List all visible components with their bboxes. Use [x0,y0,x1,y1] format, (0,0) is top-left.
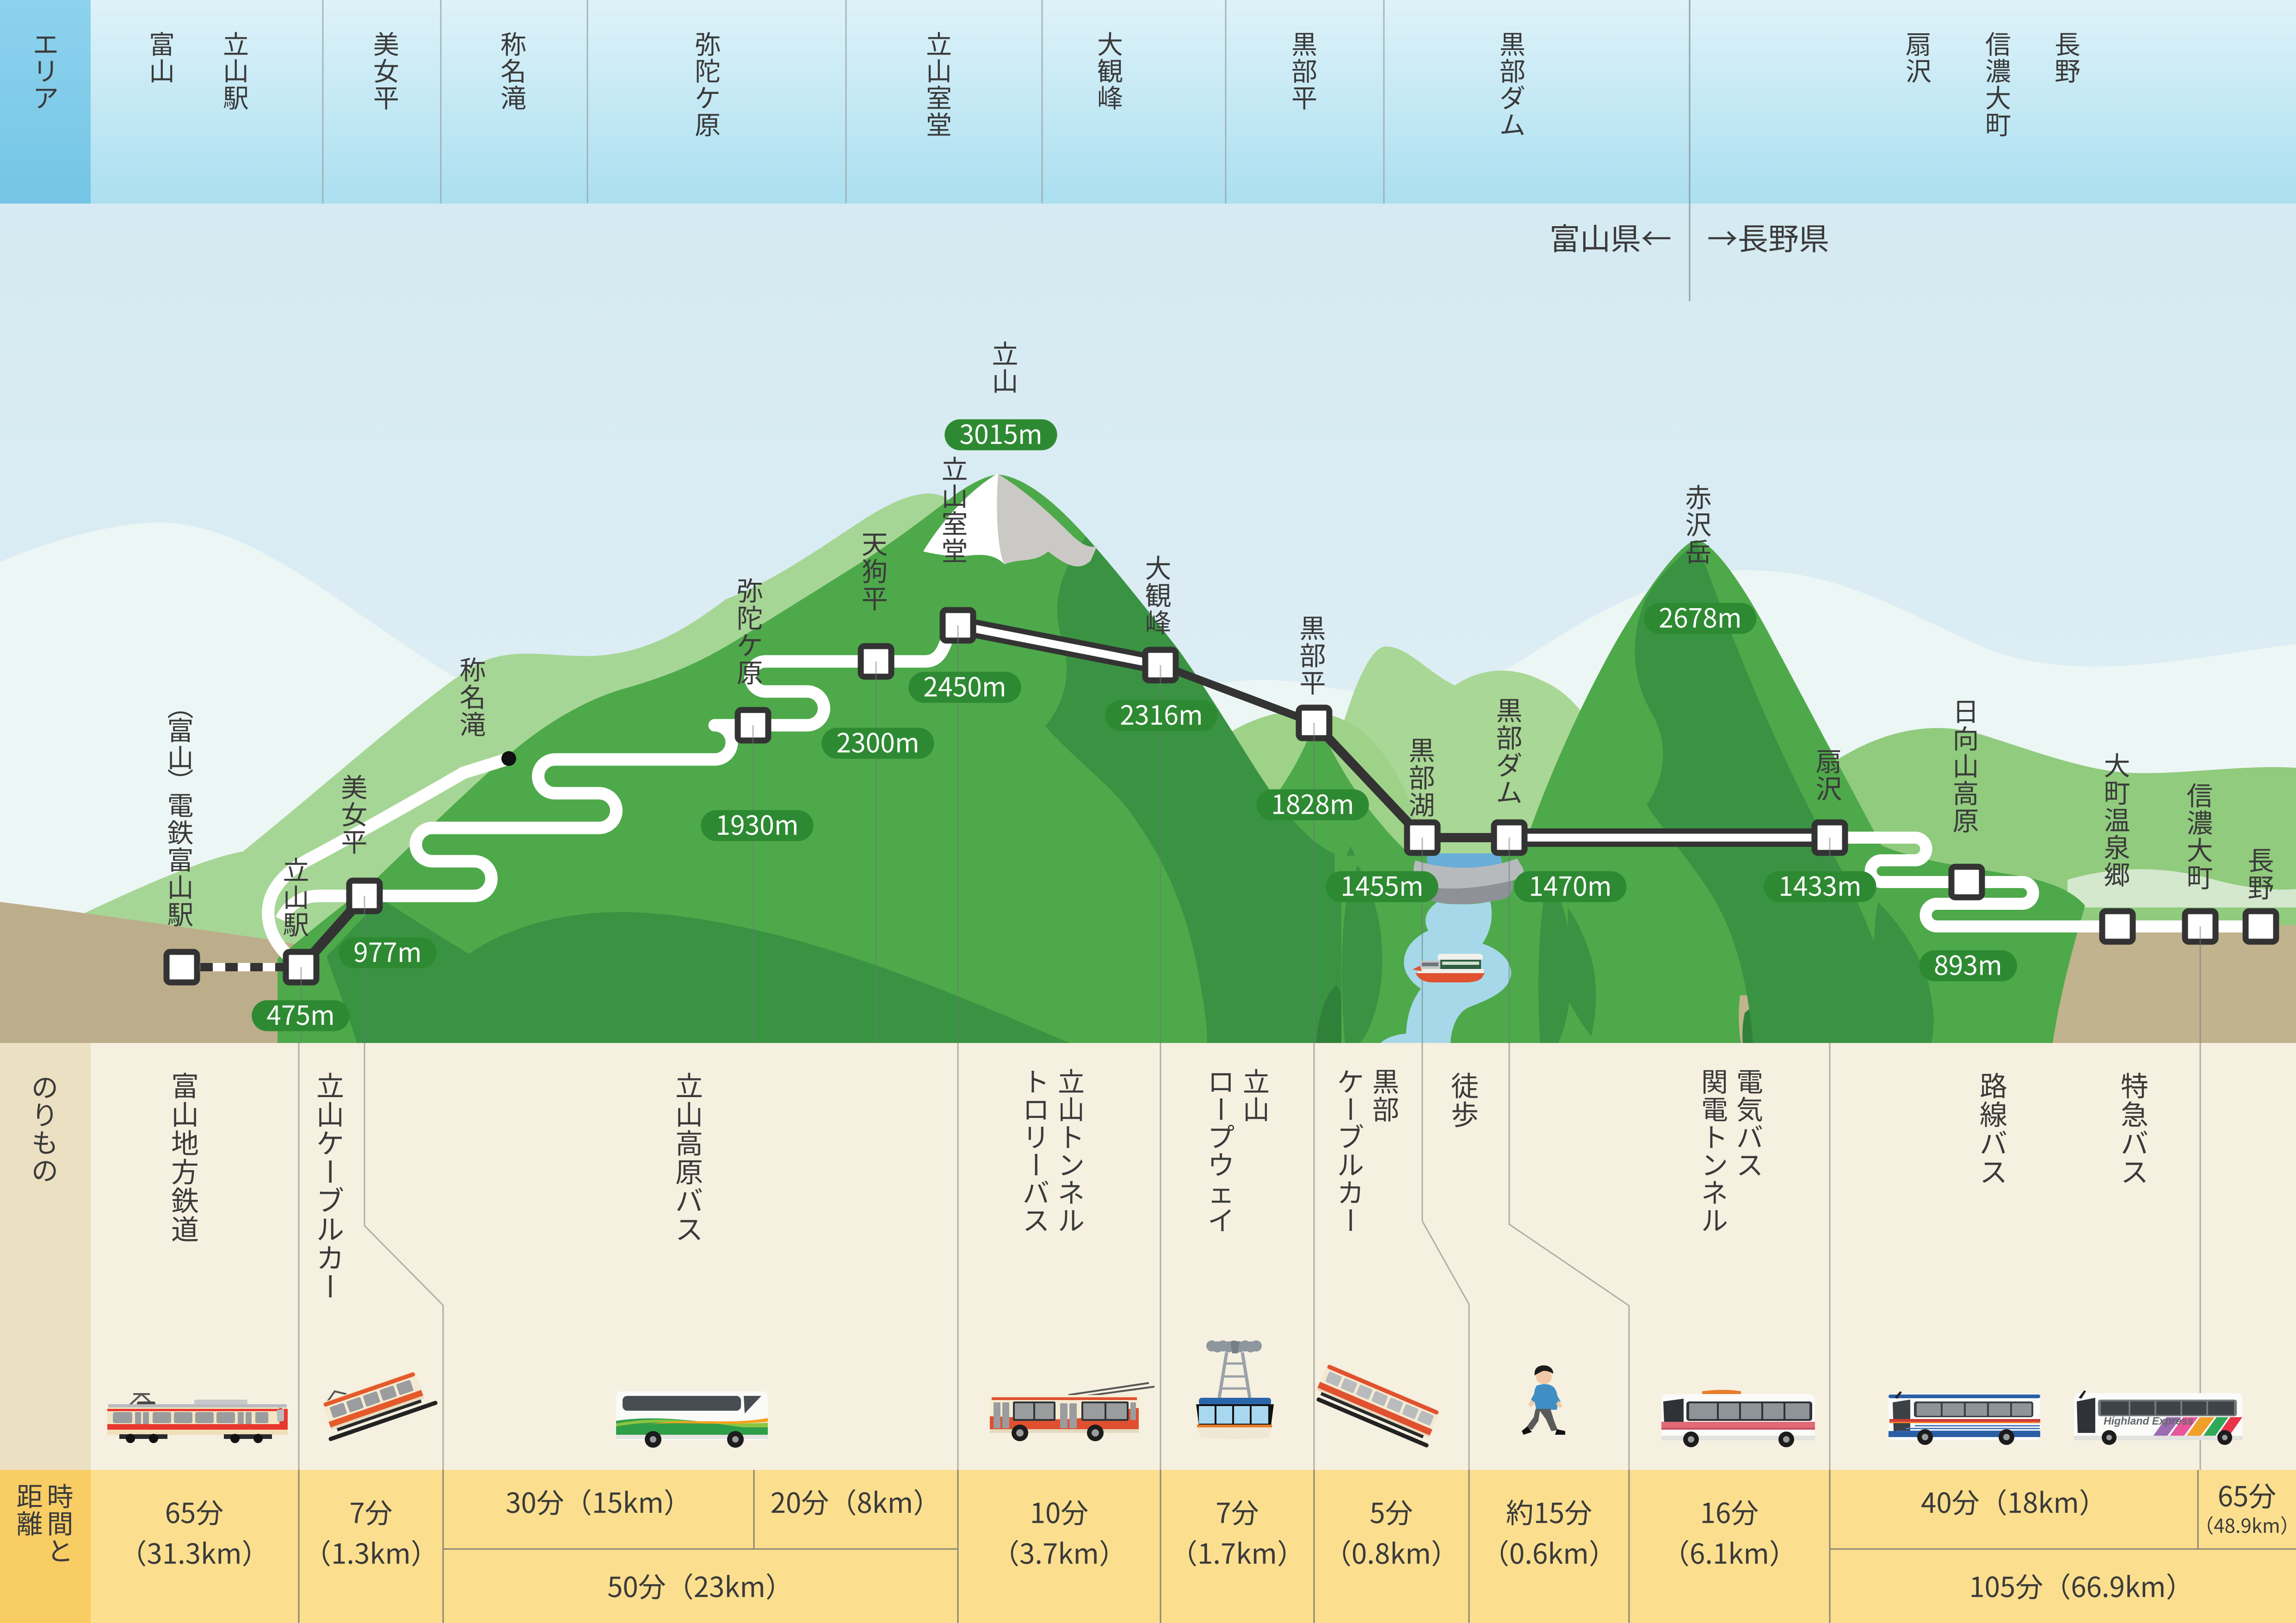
svg-text:Highland Express: Highland Express [2104,1415,2193,1427]
